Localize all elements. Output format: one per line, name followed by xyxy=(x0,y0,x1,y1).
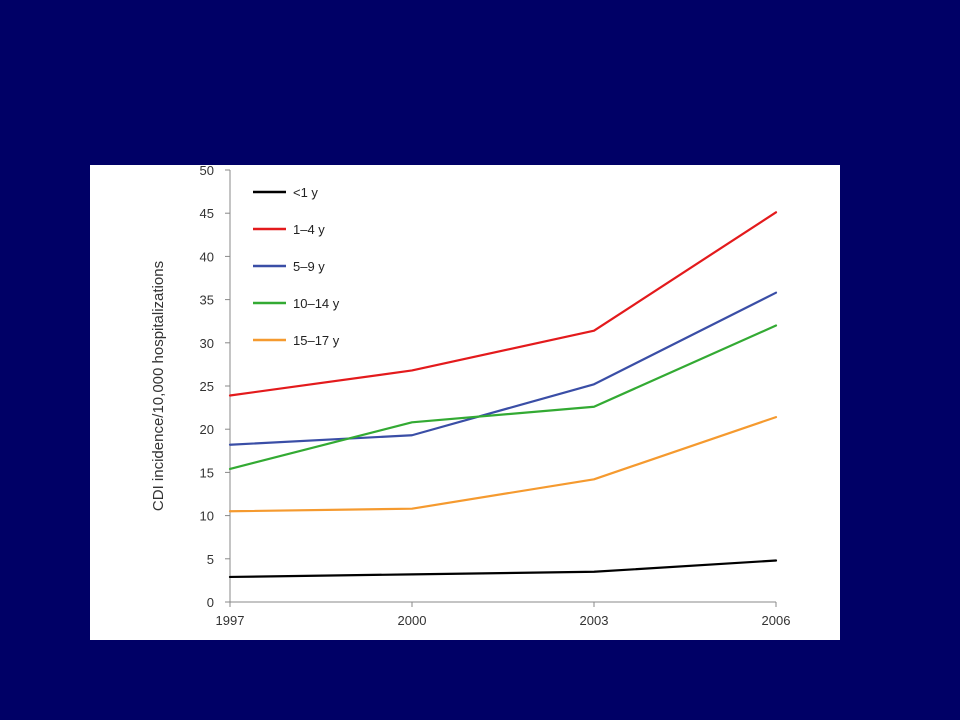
y-tick-label: 20 xyxy=(200,422,214,437)
legend-label: 1–4 y xyxy=(293,222,325,237)
x-tick-label: 2003 xyxy=(580,613,609,628)
chart-tick-labels: 0 5 10 15 20 25 30 35 40 45 50 1997 2000 2003 2006 xyxy=(200,165,791,628)
y-tick-label: 40 xyxy=(200,249,214,264)
y-tick-label: 15 xyxy=(200,465,214,480)
y-tick-label: 0 xyxy=(207,595,214,610)
legend-label: 15–17 y xyxy=(293,333,340,348)
chart-panel: 0 5 10 15 20 25 30 35 40 45 50 1997 2000 2003 2006 <1 … xyxy=(90,165,840,640)
y-tick-label: 10 xyxy=(200,509,214,524)
y-tick-label: 30 xyxy=(200,336,214,351)
chart-axes xyxy=(225,169,777,607)
legend-label: 10–14 y xyxy=(293,296,340,311)
series-line xyxy=(228,416,778,513)
chart-legend: <1 y 1–4 y 5–9 y 10–14 y 15–17 y xyxy=(253,185,340,348)
series-line xyxy=(228,559,778,579)
chart-series-lines xyxy=(228,211,778,579)
x-tick-label: 2006 xyxy=(762,613,791,628)
x-tick-label: 2000 xyxy=(398,613,427,628)
y-tick-label: 45 xyxy=(200,206,214,221)
series-line xyxy=(228,324,778,471)
y-tick-label: 35 xyxy=(200,293,214,308)
y-tick-label: 50 xyxy=(200,165,214,178)
y-axis-title: CDI incidence/10,000 hospitalizations xyxy=(150,261,167,511)
legend-label: 5–9 y xyxy=(293,259,325,274)
y-tick-label: 25 xyxy=(200,379,214,394)
y-tick-label: 5 xyxy=(207,552,214,567)
line-chart: 0 5 10 15 20 25 30 35 40 45 50 1997 2000 2003 2006 <1 … xyxy=(150,165,791,628)
series-line xyxy=(228,291,778,446)
x-tick-label: 1997 xyxy=(216,613,245,628)
series-line xyxy=(228,211,778,397)
legend-label: <1 y xyxy=(293,185,318,200)
